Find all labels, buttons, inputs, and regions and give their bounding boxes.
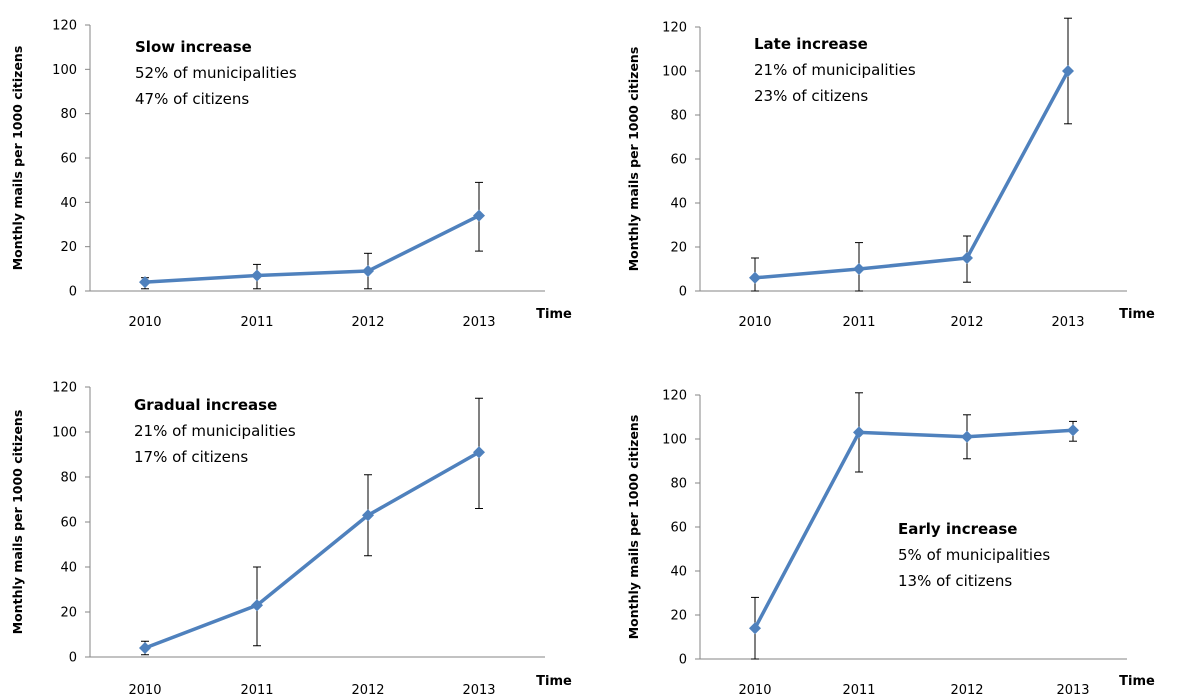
y-tick-label: 60 (670, 521, 687, 536)
data-point (853, 426, 865, 439)
data-point (473, 446, 485, 459)
annotation-line: 13% of citizens (898, 572, 1012, 590)
y-tick-label: 60 (670, 153, 687, 168)
y-tick-label: 20 (670, 609, 687, 624)
x-tick-label: 2010 (128, 683, 161, 695)
y-axis-title: Monthly mails per 1000 citizens (10, 410, 25, 635)
series-line (144, 214, 480, 284)
x-tick-label: 2011 (240, 683, 273, 695)
series-line (754, 70, 1070, 280)
chart-panel-1: 0 20 40 60 80 100 120 2010 2011 2012 2013 Monthly m… (10, 19, 572, 331)
series-line (144, 450, 480, 650)
annotation-line: 21% of municipalities (754, 61, 916, 79)
y-tick-label: 40 (60, 196, 77, 211)
data-point (749, 271, 761, 284)
chart-panel-4: 0 20 40 60 80 100 120 2010 2011 2012 2013 Monthly m… (626, 389, 1155, 695)
y-tick-label: 40 (670, 197, 687, 212)
y-tick-label: 0 (69, 285, 77, 300)
y-axis-title: Monthly mails per 1000 citizens (10, 46, 25, 271)
y-tick-label: 20 (670, 241, 687, 256)
x-tick-label: 2013 (1051, 315, 1084, 330)
series-line (753, 428, 1074, 630)
x-axis-title: Time (536, 674, 572, 689)
y-tick-label: 120 (52, 19, 77, 34)
data-point (362, 509, 374, 522)
annotation-title: Gradual increase (134, 396, 277, 414)
data-point (961, 430, 973, 443)
y-tick-label: 120 (52, 381, 77, 396)
x-axis-title: Time (536, 307, 572, 322)
x-tick-label: 2010 (738, 683, 771, 695)
annotation-line: 17% of citizens (134, 448, 248, 466)
y-tick-label: 40 (670, 565, 687, 580)
y-tick-label: 0 (679, 653, 687, 668)
data-point (1062, 65, 1074, 77)
x-tick-label: 2012 (351, 315, 384, 330)
chart-panel-2: 0 20 40 60 80 100 120 2010 2011 2012 2013 Monthly m… (626, 17, 1155, 330)
y-tick-label: 60 (60, 516, 77, 531)
x-axis-title: Time (1119, 674, 1155, 689)
x-tick-label: 2012 (950, 315, 983, 330)
annotation-line: 23% of citizens (754, 87, 868, 105)
x-tick-label: 2012 (351, 683, 384, 695)
y-tick-label: 20 (60, 240, 77, 255)
data-point (853, 263, 865, 275)
y-tick-label: 100 (52, 426, 77, 441)
y-tick-label: 20 (60, 606, 77, 621)
x-tick-label: 2010 (738, 315, 771, 330)
x-tick-label: 2013 (462, 683, 495, 695)
annotation-line: 5% of municipalities (898, 546, 1050, 564)
x-tick-label: 2013 (462, 315, 495, 330)
y-tick-label: 100 (662, 433, 687, 448)
y-axis-title: Monthly mails per 1000 citizens (626, 415, 641, 640)
annotation-title: Slow increase (135, 38, 252, 56)
y-tick-label: 120 (662, 21, 687, 36)
data-point (961, 252, 973, 264)
x-tick-label: 2011 (842, 315, 875, 330)
data-point (251, 599, 263, 612)
y-tick-label: 120 (662, 389, 687, 404)
x-tick-label: 2011 (842, 683, 875, 695)
annotation-line: 52% of municipalities (135, 64, 297, 82)
x-axis-title: Time (1119, 307, 1155, 322)
y-tick-label: 80 (60, 471, 77, 486)
y-tick-label: 80 (670, 109, 687, 124)
data-point (139, 276, 151, 289)
y-axis-title: Monthly mails per 1000 citizens (626, 47, 641, 272)
x-tick-label: 2012 (950, 683, 983, 695)
data-point (473, 209, 485, 222)
data-point (139, 642, 151, 654)
y-tick-label: 80 (60, 107, 77, 122)
x-tick-label: 2011 (240, 315, 273, 330)
x-tick-label: 2013 (1056, 683, 1089, 695)
data-point (749, 622, 761, 635)
data-point (362, 265, 374, 278)
annotation-line: 21% of municipalities (134, 422, 296, 440)
y-tick-label: 60 (60, 152, 77, 167)
x-tick-label: 2010 (128, 315, 161, 330)
y-tick-label: 100 (662, 65, 687, 80)
data-point (1067, 424, 1079, 437)
y-tick-label: 40 (60, 561, 77, 576)
y-tick-label: 100 (52, 63, 77, 78)
y-tick-label: 80 (670, 477, 687, 492)
annotation-title: Early increase (898, 520, 1017, 538)
annotation-line: 47% of citizens (135, 90, 249, 108)
y-tick-label: 0 (679, 285, 687, 300)
y-tick-label: 0 (69, 651, 77, 666)
data-point (251, 269, 263, 282)
chart-panel-3: 0 20 40 60 80 100 120 2010 2011 2012 2013 Monthly m… (10, 381, 572, 695)
annotation-title: Late increase (754, 35, 868, 53)
